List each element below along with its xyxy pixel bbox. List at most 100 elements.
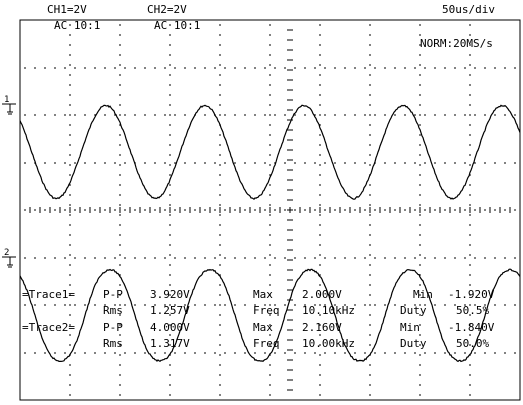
graticule-dot (24, 114, 26, 116)
graticule-dot (469, 364, 471, 366)
graticule-dot (469, 324, 471, 326)
graticule-dot (119, 294, 121, 296)
graticule-dot (504, 304, 506, 306)
graticule-dot (169, 94, 171, 96)
graticule-dot (174, 114, 176, 116)
graticule-dot (284, 257, 286, 259)
trace1-duty-value: 50.5% (456, 304, 490, 317)
graticule-dot (419, 74, 421, 76)
graticule-dot (224, 67, 226, 69)
graticule-dot (269, 284, 271, 286)
graticule-dot (464, 67, 466, 69)
graticule-dot (494, 114, 496, 116)
graticule-dot (219, 184, 221, 186)
ch1-coupling: AC 10:1 (54, 19, 101, 32)
graticule-dot (119, 264, 121, 266)
graticule-dot (69, 374, 71, 376)
graticule-dot (374, 304, 376, 306)
graticule-dot (219, 224, 221, 226)
graticule-dot (64, 257, 66, 259)
graticule-dot (169, 104, 171, 106)
graticule-dot (194, 162, 196, 164)
graticule-dot (284, 67, 286, 69)
graticule-dot (294, 67, 296, 69)
graticule-dot (514, 162, 516, 164)
graticule-dot (344, 209, 346, 211)
graticule-dot (369, 304, 371, 306)
graticule-dot (69, 154, 71, 156)
graticule-dot (264, 257, 266, 259)
graticule-dot (319, 64, 321, 66)
graticule-dot (74, 114, 76, 116)
graticule-dot (414, 162, 416, 164)
graticule-dot (34, 209, 36, 211)
graticule-dot (364, 162, 366, 164)
graticule-dot (214, 352, 216, 354)
graticule-dot (419, 54, 421, 56)
graticule-dot (119, 394, 121, 396)
graticule-dot (419, 174, 421, 176)
graticule-dot (314, 67, 316, 69)
graticule-dot (154, 209, 156, 211)
graticule-dot (469, 294, 471, 296)
graticule-dot (174, 67, 176, 69)
graticule-dot (469, 224, 471, 226)
graticule-dot (154, 162, 156, 164)
graticule-dot (219, 34, 221, 36)
graticule-dot (419, 94, 421, 96)
graticule-dot (269, 84, 271, 86)
graticule-dot (254, 352, 256, 354)
graticule-dot (254, 114, 256, 116)
graticule-dot (424, 114, 426, 116)
graticule-dot (324, 114, 326, 116)
graticule-dot (369, 94, 371, 96)
graticule-dot (24, 304, 26, 306)
graticule-dot (374, 114, 376, 116)
graticule-dot (119, 204, 121, 206)
graticule-dot (419, 354, 421, 356)
graticule-dot (274, 67, 276, 69)
graticule-dot (269, 94, 271, 96)
graticule-dot (444, 162, 446, 164)
graticule-dot (219, 94, 221, 96)
graticule-dot (69, 274, 71, 276)
graticule-dot (219, 354, 221, 356)
graticule-dot (469, 264, 471, 266)
graticule-dot (319, 374, 321, 376)
graticule-dot (164, 67, 166, 69)
graticule-dot (169, 294, 171, 296)
graticule-dot (69, 294, 71, 296)
graticule-dot (319, 294, 321, 296)
graticule-dot (419, 344, 421, 346)
graticule-dot (414, 257, 416, 259)
graticule-dot (204, 352, 206, 354)
graticule-dot (269, 24, 271, 26)
graticule-dot (214, 209, 216, 211)
graticule-dot (119, 344, 121, 346)
graticule-dot (419, 84, 421, 86)
graticule-dot (264, 162, 266, 164)
graticule-dot (469, 24, 471, 26)
graticule-dot (269, 214, 271, 216)
graticule-dot (169, 44, 171, 46)
graticule-dot (169, 354, 171, 356)
graticule-dot (154, 257, 156, 259)
graticule-dot (404, 352, 406, 354)
graticule-dot (44, 352, 46, 354)
graticule-dot (469, 134, 471, 136)
ch2-scale: CH2=2V (147, 3, 187, 16)
graticule-dot (374, 209, 376, 211)
graticule-dot (34, 304, 36, 306)
graticule-dot (344, 162, 346, 164)
graticule-dot (274, 114, 276, 116)
graticule-dot (469, 84, 471, 86)
graticule-dot (224, 114, 226, 116)
graticule-dot (469, 174, 471, 176)
graticule-dot (274, 257, 276, 259)
graticule-dot (169, 244, 171, 246)
graticule-dot (164, 304, 166, 306)
graticule-dot (104, 209, 106, 211)
graticule-dot (174, 257, 176, 259)
acquisition-readout: NORM:20MS/s (420, 37, 493, 50)
graticule-dot (454, 209, 456, 211)
